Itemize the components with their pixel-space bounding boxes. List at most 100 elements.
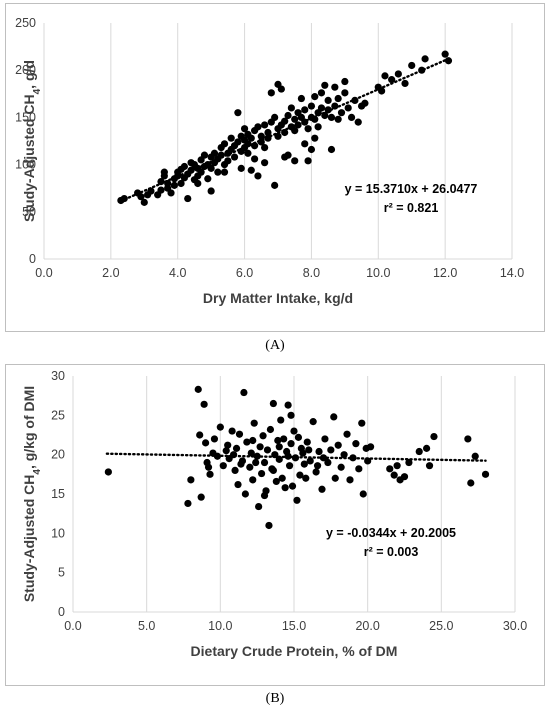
chart-a-data-point <box>408 61 416 70</box>
chart-a-data-point <box>341 89 349 97</box>
chart-a-data-point <box>220 140 229 148</box>
chart-b-y-tick-label: 30 <box>51 369 65 383</box>
chart-b-data-point <box>272 477 280 486</box>
chart-a-panel: 0.0 2.0 4.0 6.0 8.0 10.0 12.0 14.0 0 50 100 150 200 2… <box>5 3 545 332</box>
chart-b-trendline <box>105 452 487 462</box>
chart-b-data-point <box>197 493 205 501</box>
chart-a-data-point <box>291 127 299 135</box>
chart-b-data-point <box>274 436 282 445</box>
chart-a-data-point <box>421 55 429 63</box>
chart-b-x-axis-label: Dietary Crude Protein, % of DM <box>191 643 398 659</box>
chart-b-data-point <box>471 452 479 460</box>
chart-a-data-point <box>291 115 299 123</box>
chart-a-r-squared: r² = 0.821 <box>384 201 439 215</box>
chart-b-data-point <box>231 466 239 474</box>
chart-b-data-point <box>352 440 360 448</box>
chart-a-data-point <box>234 109 242 117</box>
chart-b-data-point <box>299 449 307 457</box>
chart-b-data-point <box>315 447 323 456</box>
chart-a-data-point <box>230 153 239 161</box>
chart-b-caption: (B) <box>265 691 285 706</box>
chart-b-data-point <box>294 433 303 441</box>
chart-b-data-point <box>243 438 251 446</box>
chart-a-data-point <box>247 166 255 174</box>
chart-b-data-point <box>206 470 214 478</box>
chart-a-data-point <box>337 109 346 117</box>
chart-a-data-point <box>210 149 219 157</box>
chart-a-data-point <box>331 83 339 91</box>
chart-b-x-tick-label: 20.0 <box>355 619 379 633</box>
chart-a-data-point <box>240 125 249 133</box>
chart-a-y-tick-label: 200 <box>15 63 36 77</box>
chart-b-data-point <box>277 416 285 424</box>
chart-b-data-point <box>263 446 272 454</box>
chart-b-data-point <box>318 485 326 493</box>
chart-b-data-point <box>104 468 112 476</box>
chart-a-data-point <box>307 145 316 154</box>
chart-a-data-point <box>184 194 192 203</box>
chart-b-data-point <box>405 458 413 467</box>
chart-a-x-tick-label: 14.0 <box>500 266 524 280</box>
chart-a-data-point <box>177 179 185 188</box>
chart-b-data-point <box>467 479 475 487</box>
chart-a-data-point <box>220 168 229 176</box>
chart-a-x-tick-label: 6.0 <box>236 266 253 280</box>
chart-a-y-tick-label: 100 <box>15 158 36 172</box>
chart-a-data-point <box>334 94 342 103</box>
chart-b-data-point <box>331 474 339 482</box>
chart-b-data-point <box>337 463 345 471</box>
chart-a-y-tick-label: 0 <box>29 252 36 266</box>
chart-b-data-point <box>464 435 472 443</box>
chart-b-data-point <box>302 474 310 482</box>
chart-b-data-point <box>216 423 224 431</box>
chart-b-data-point <box>184 499 192 508</box>
chart-b-data-point <box>284 401 292 409</box>
chart-b-data-point <box>346 476 354 484</box>
chart-b-y-tick-label: 5 <box>58 566 65 580</box>
chart-a-data-point <box>311 115 319 123</box>
chart-b-data-point <box>343 430 351 438</box>
chart-b-data-point <box>278 474 286 482</box>
chart-b-data-point <box>386 465 394 473</box>
chart-a-x-tick-label: 0.0 <box>35 266 52 280</box>
chart-b-data-point <box>257 469 266 478</box>
chart-b-data-point <box>309 418 317 426</box>
chart-a-data-point <box>301 106 309 114</box>
chart-b-data-point <box>235 430 244 438</box>
chart-a-x-tick-label: 10.0 <box>366 266 390 280</box>
chart-a-caption: (A) <box>265 338 285 353</box>
chart-b-data-point <box>290 427 298 435</box>
chart-a-data-point <box>388 76 396 84</box>
chart-a-data-point <box>264 128 272 137</box>
chart-b-data-point <box>269 466 277 474</box>
chart-a-data-point <box>277 85 285 93</box>
chart-a-data-point <box>301 140 309 148</box>
chart-b-y-tick-label: 10 <box>51 526 65 540</box>
chart-b-data-point <box>303 438 311 446</box>
chart-b-data-point <box>355 465 363 473</box>
chart-b-data-point <box>280 435 288 443</box>
chart-b-data-point <box>194 385 202 393</box>
chart-b-data-point <box>287 440 295 448</box>
chart-a-data-point <box>361 99 369 107</box>
chart-a-data-point <box>200 151 209 159</box>
chart-a-data-point <box>347 113 356 121</box>
chart-a-y-tick-label: 250 <box>15 16 36 30</box>
chart-a-data-point <box>287 104 295 112</box>
chart-a-data-point <box>170 181 178 189</box>
chart-b-data-point <box>259 432 267 440</box>
chart-b-data-point <box>269 399 277 408</box>
chart-b-data-point <box>334 441 342 449</box>
chart-a-data-point <box>234 138 242 146</box>
chart-b-x-tick-label: 25.0 <box>429 619 453 633</box>
chart-a-trendline <box>119 56 454 203</box>
chart-a-data-point <box>261 121 269 129</box>
chart-b-data-point <box>281 484 289 492</box>
chart-b-data-point <box>327 446 335 454</box>
chart-b-data-point <box>228 427 236 435</box>
chart-a-data-point <box>291 157 299 165</box>
chart-a-data-point <box>140 198 148 206</box>
chart-a-data-point <box>441 50 449 58</box>
chart-a-equation: y = 15.3710x + 26.0477 <box>345 182 478 196</box>
chart-b-data-point <box>240 388 248 397</box>
